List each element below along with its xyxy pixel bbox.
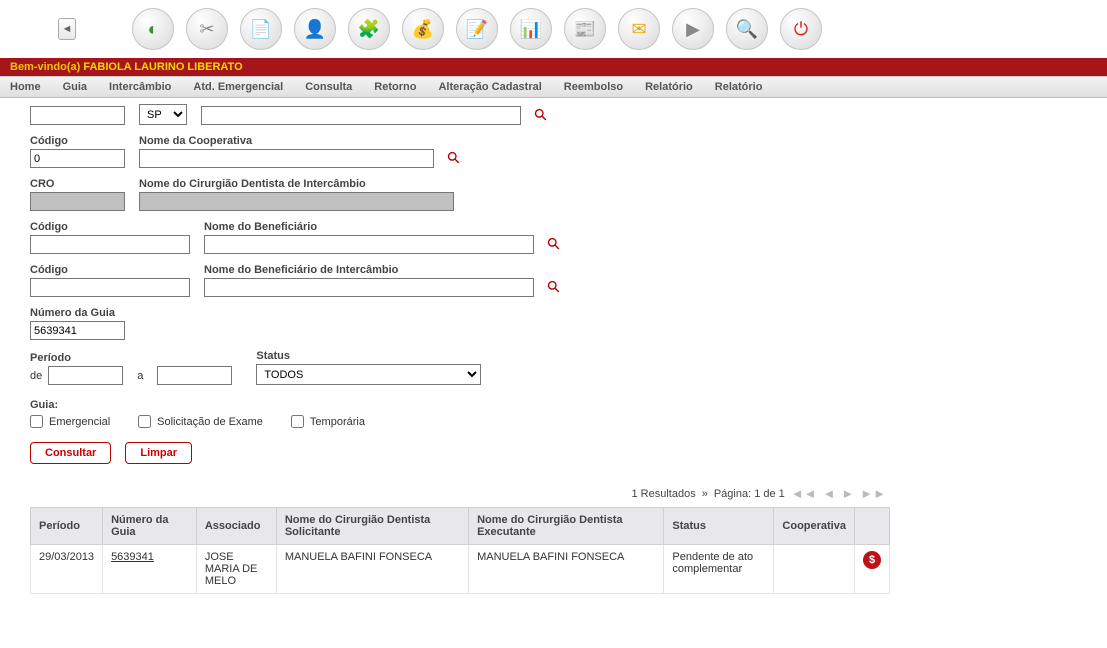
nome-benef-interc-label: Nome do Beneficiário de Intercâmbio [204,264,534,276]
cell-associado: JOSE MARIA DE MELO [196,545,276,594]
status-select[interactable]: TODOS [256,364,481,385]
periodo-de-input[interactable] [48,366,123,385]
chk-emergencial-wrap[interactable]: Emergencial [30,415,110,428]
menu-item-reembolso[interactable]: Reembolso [564,81,623,93]
chk-solicitacao[interactable] [138,415,151,428]
nome-cooperativa-input[interactable] [139,149,434,168]
consultar-button[interactable]: Consultar [30,442,111,464]
search-icon[interactable] [443,147,465,169]
table-header: Nome do Cirurgião Dentista Solicitante [276,508,468,545]
menu-item-guia[interactable]: Guia [63,81,87,93]
toolbar-icon-11[interactable]: 🔍 [726,8,768,50]
toolbar-icon-2[interactable]: 📄 [240,8,282,50]
periodo-a-input[interactable] [157,366,232,385]
numero-guia-input[interactable] [30,321,125,340]
cro-label: CRO [30,178,125,190]
menu-item-interc-mbio[interactable]: Intercâmbio [109,81,171,93]
top-toolbar: ◄ ◐ ✂ 📄 👤 🧩 💰 📝 📊 📰 ✉ ▶ 🔍 ⏻ [0,0,1107,58]
welcome-user: FABIOLA LAURINO LIBERATO [83,61,242,73]
search-icon[interactable] [543,276,565,298]
search-icon[interactable] [530,104,552,126]
uf-select[interactable]: SP [139,104,187,125]
nome-cd-interc-input [139,192,454,211]
results-bar: 1 Resultados » Página: 1 de 1 ◄◄ ◄ ► ►► [30,486,886,501]
pager-prev-icon[interactable]: ◄ [823,486,836,501]
status-label: Status [256,350,481,362]
search-icon[interactable] [543,233,565,255]
nav-back-button[interactable]: ◄ [58,18,76,40]
toolbar-icon-9[interactable]: ✉ [618,8,660,50]
numero-guia-label: Número da Guia [30,307,125,319]
money-icon[interactable]: $ [863,551,881,569]
codigo2-input[interactable] [30,235,190,254]
toolbar-icon-4[interactable]: 🧩 [348,8,390,50]
periodo-a-text: a [137,370,143,382]
codigo2-label: Código [30,221,190,233]
table-header: Período [31,508,103,545]
content-area: SP Código Nome da Cooperativa CRO Nome d… [0,98,920,614]
cell-numero-link[interactable]: 5639341 [111,551,154,563]
guia-label: Guia: [30,399,890,411]
nome-benef-label: Nome do Beneficiário [204,221,534,233]
menu-item-relat-rio[interactable]: Relatório [645,81,693,93]
toolbar-icon-10[interactable]: ▶ [672,8,714,50]
results-table: PeríodoNúmero da GuiaAssociadoNome do Ci… [30,507,890,594]
chk-solicitacao-wrap[interactable]: Solicitação de Exame [138,415,263,428]
limpar-button[interactable]: Limpar [125,442,192,464]
pager-first-icon[interactable]: ◄◄ [791,486,817,501]
toolbar-icon-1[interactable]: ✂ [186,8,228,50]
table-header: Número da Guia [103,508,197,545]
cell-periodo: 29/03/2013 [31,545,103,594]
codigo3-label: Código [30,264,190,276]
menu-item-atd-emergencial[interactable]: Atd. Emergencial [193,81,283,93]
field-blank-1[interactable] [30,106,125,125]
chk-temporaria-wrap[interactable]: Temporária [291,415,365,428]
toolbar-icon-12[interactable]: ⏻ [780,8,822,50]
toolbar-icon-0[interactable]: ◐ [132,8,174,50]
toolbar-icon-6[interactable]: 📝 [456,8,498,50]
pager-last-icon[interactable]: ►► [860,486,886,501]
cell-solicitante: MANUELA BAFINI FONSECA [276,545,468,594]
cell-executante: MANUELA BAFINI FONSECA [469,545,664,594]
menu-item-relat-rio[interactable]: Relatório [715,81,763,93]
toolbar-icon-3[interactable]: 👤 [294,8,336,50]
menu-bar: Home Guia Intercâmbio Atd. Emergencial Consu… [0,76,1107,98]
codigo-label: Código [30,135,125,147]
codigo-input[interactable] [30,149,125,168]
welcome-bar: Bem-vindo(a) FABIOLA LAURINO LIBERATO [0,58,1107,76]
nome-benef-interc-input[interactable] [204,278,534,297]
menu-item-consulta[interactable]: Consulta [305,81,352,93]
nome-cd-interc-label: Nome do Cirurgião Dentista de Intercâmbi… [139,178,454,190]
table-header: Nome do Cirurgião Dentista Executante [469,508,664,545]
toolbar-icon-5[interactable]: 💰 [402,8,444,50]
cell-status: Pendente de ato complementar [664,545,774,594]
toolbar-icon-7[interactable]: 📊 [510,8,552,50]
results-count: 1 Resultados [631,488,695,500]
menu-item-altera-o-cadastral[interactable]: Alteração Cadastral [438,81,541,93]
nome-benef-input[interactable] [204,235,534,254]
menu-item-home[interactable]: Home [10,81,41,93]
nome-cooperativa-label: Nome da Cooperativa [139,135,434,147]
codigo3-input[interactable] [30,278,190,297]
toolbar-icon-8[interactable]: 📰 [564,8,606,50]
pager-next-icon[interactable]: ► [841,486,854,501]
chk-emergencial[interactable] [30,415,43,428]
periodo-label: Período [30,352,232,364]
table-header: Status [664,508,774,545]
table-header: Associado [196,508,276,545]
cro-input [30,192,125,211]
menu-item-retorno[interactable]: Retorno [374,81,416,93]
cell-cooperativa [774,545,855,594]
nome-grande-input[interactable] [201,106,521,125]
results-page: Página: 1 de 1 [714,488,785,500]
welcome-prefix: Bem-vindo(a) [10,61,83,73]
chk-temporaria[interactable] [291,415,304,428]
table-header [855,508,890,545]
table-header: Cooperativa [774,508,855,545]
periodo-de-text: de [30,370,42,382]
table-row: 29/03/2013 5639341 JOSE MARIA DE MELO MA… [31,545,890,594]
